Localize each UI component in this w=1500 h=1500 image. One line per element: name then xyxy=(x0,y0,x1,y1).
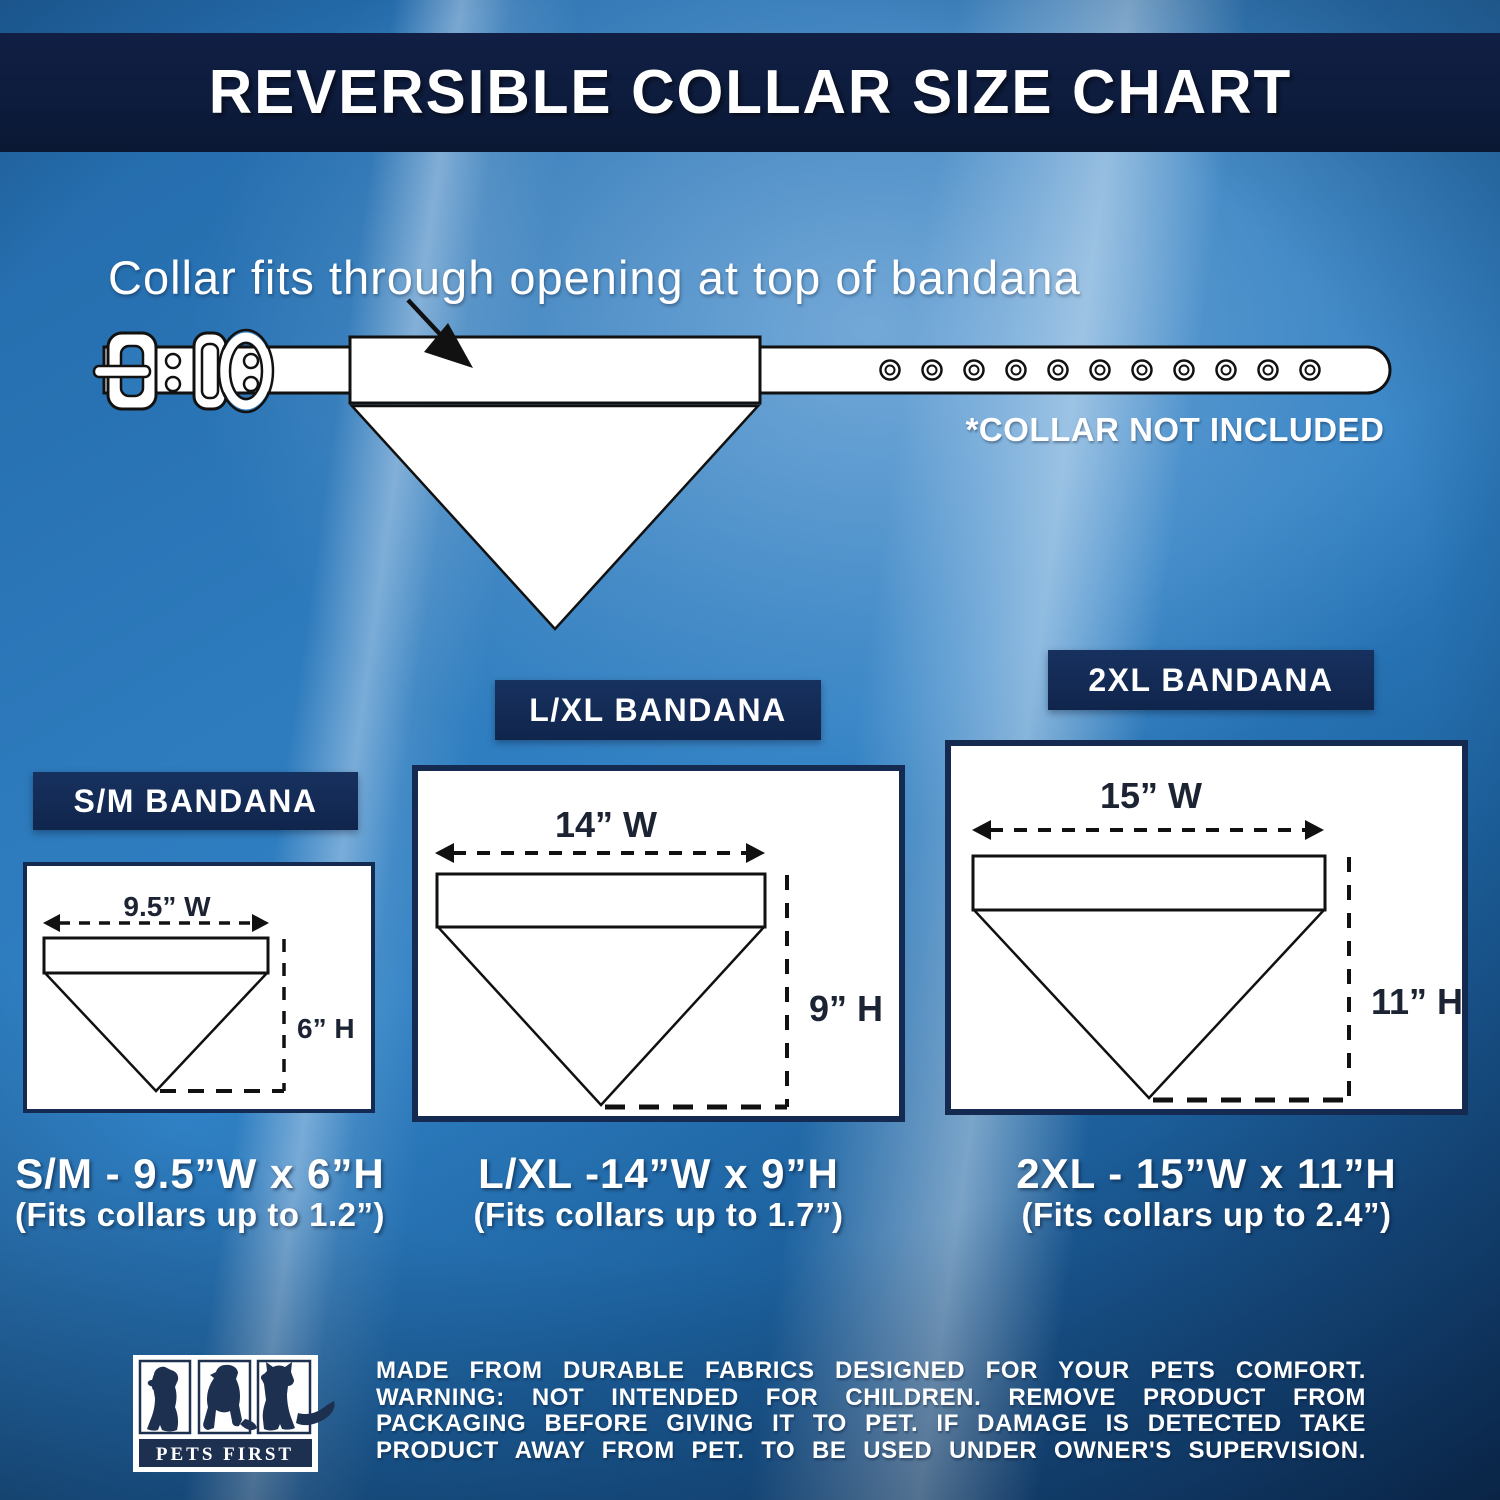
sm-width-label: 9.5” W xyxy=(123,891,211,922)
sm-size-text: S/M - 9.5”W x 6”H xyxy=(15,1150,385,1197)
collar-note: *COLLAR NOT INCLUDED xyxy=(965,411,1385,448)
2xl-diagram-svg: 15” W 11” H xyxy=(971,775,1462,1103)
collar-caption: Collar fits through opening at top of ba… xyxy=(108,251,1081,304)
2xl-height-label: 11” H xyxy=(1371,981,1462,1022)
lxl-height-label: 9” H xyxy=(809,988,883,1029)
disclaimer-line-4: PRODUCT AWAY FROM PET. TO BE USED UNDER … xyxy=(376,1436,1366,1464)
buckle-prong xyxy=(92,364,152,379)
annotation-arrow-icon xyxy=(406,298,473,368)
disclaimer-line-2: WARNING: NOT INTENDED FOR CHILDREN. REMO… xyxy=(376,1383,1366,1411)
sm-diagram-svg: 9.5” W 6” H xyxy=(42,891,355,1093)
disclaimer-line-1: MADE FROM DURABLE FABRICS DESIGNED FOR Y… xyxy=(376,1357,1366,1384)
lxl-sleeve xyxy=(435,872,767,929)
disclaimer-line-3: PACKAGING BEFORE GIVING IT TO PET. IF DA… xyxy=(376,1410,1366,1437)
page-title: REVERSIBLE COLLAR SIZE CHART xyxy=(208,58,1292,127)
pets-first-logo: PETS FIRST xyxy=(133,1355,335,1472)
lxl-triangle xyxy=(435,925,767,1107)
panel-diagram-sm: 9.5” W 6” H xyxy=(23,862,375,1113)
dog-silhouette-3-tail xyxy=(296,1401,335,1426)
2xl-fits-text: (Fits collars up to 2.4”) xyxy=(1021,1196,1392,1233)
collar-eyelets xyxy=(879,359,1321,381)
2xl-triangle xyxy=(971,908,1327,1100)
sm-width-arrow xyxy=(43,914,269,932)
keeper-loop-curved xyxy=(217,328,275,414)
collar-buckle xyxy=(92,331,158,411)
lxl-width-label: 14” W xyxy=(555,804,657,845)
bandana-triangle xyxy=(349,404,761,631)
sm-sleeve xyxy=(42,936,270,975)
disclaimer: MADE FROM DURABLE FABRICS DESIGNED FOR Y… xyxy=(376,1357,1366,1464)
dog-silhouette-3 xyxy=(260,1362,295,1431)
sm-height-label: 6” H xyxy=(297,1013,355,1044)
bandana-sleeve xyxy=(348,335,762,405)
2xl-width-arrow xyxy=(972,820,1324,840)
2xl-width-label: 15” W xyxy=(1100,775,1202,816)
2xl-height-line xyxy=(1153,857,1351,1103)
header-bar: REVERSIBLE COLLAR SIZE CHART xyxy=(0,33,1500,152)
2xl-size-text: 2XL - 15”W x 11”H xyxy=(1016,1150,1397,1197)
sm-fits-text: (Fits collars up to 1.2”) xyxy=(14,1196,386,1233)
lxl-diagram-svg: 14” W 9” H xyxy=(435,804,883,1110)
panel-label-lxl-text: L/XL BANDANA xyxy=(529,691,787,728)
dog-silhouette-1 xyxy=(147,1366,179,1432)
panel-label-lxl: L/XL BANDANA xyxy=(495,680,821,740)
lxl-size-text: L/XL -14”W x 9”H xyxy=(478,1150,839,1197)
logo-band xyxy=(139,1439,312,1467)
sm-height-line xyxy=(160,939,286,1093)
strap-holes-2 xyxy=(242,352,260,393)
panel-label-2xl: 2XL BANDANA xyxy=(1048,650,1374,710)
panel-label-2xl-text: 2XL BANDANA xyxy=(1088,661,1334,698)
lxl-height-line xyxy=(605,875,789,1110)
dog-silhouette-2 xyxy=(203,1364,257,1431)
lxl-fits-text: (Fits collars up to 1.7”) xyxy=(473,1196,844,1233)
2xl-sleeve xyxy=(971,854,1327,912)
panel-label-sm: S/M BANDANA xyxy=(33,772,358,830)
panel-diagram-2xl: 15” W 11” H xyxy=(945,740,1468,1115)
collar-illustration xyxy=(92,298,1392,631)
panel-diagram-lxl: 14” W 9” H xyxy=(412,765,905,1122)
panel-label-sm-text: S/M BANDANA xyxy=(73,782,318,819)
logo-text: PETS FIRST xyxy=(156,1444,294,1465)
lxl-width-arrow xyxy=(435,843,765,863)
sm-triangle xyxy=(42,971,270,1093)
